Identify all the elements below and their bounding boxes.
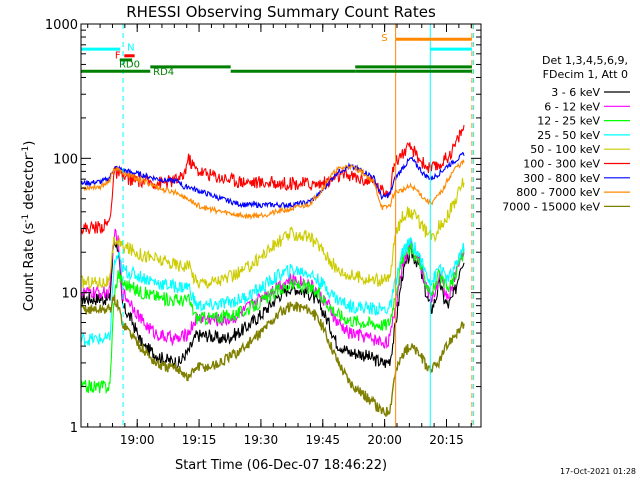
x-tick-label: 19:00 bbox=[120, 433, 155, 447]
series-line-50-100-kev bbox=[80, 177, 465, 290]
y-tick-label: 100 bbox=[53, 152, 78, 167]
legend-label: 100 - 300 keV bbox=[523, 158, 600, 171]
generation-timestamp: 17-Oct-2021 01:28 bbox=[560, 467, 636, 476]
y-axis-label-main: Count Rate (s bbox=[22, 223, 37, 312]
y-tick-label: 10 bbox=[61, 287, 78, 302]
y-axis-label-mid: detector bbox=[22, 154, 37, 214]
series-line-7000-15000-kev bbox=[80, 294, 465, 417]
flag-label-n: N bbox=[127, 42, 134, 53]
legend-header-line: FDecim 1, Att 0 bbox=[543, 68, 628, 81]
axis-ticks bbox=[81, 23, 481, 428]
x-tick-label: 20:00 bbox=[367, 433, 402, 447]
legend-label: 800 - 7000 keV bbox=[516, 186, 600, 199]
series-line-3-6-kev bbox=[80, 241, 465, 370]
x-tick-label: 20:15 bbox=[429, 433, 464, 447]
legend-label: 25 - 50 keV bbox=[537, 129, 600, 142]
x-tick-label: 19:30 bbox=[244, 433, 279, 447]
x-tick-label: 19:15 bbox=[182, 433, 217, 447]
plot-frame bbox=[80, 23, 482, 428]
legend-label: 3 - 6 keV bbox=[551, 86, 600, 99]
series-line-12-25-kev bbox=[80, 242, 465, 395]
y-tick-label: 1000 bbox=[45, 18, 78, 33]
legend-label: 12 - 25 keV bbox=[537, 115, 600, 128]
legend-label: 7000 - 15000 keV bbox=[502, 200, 600, 213]
legend-label: 50 - 100 keV bbox=[530, 143, 600, 156]
legend-label: 6 - 12 keV bbox=[544, 100, 600, 113]
y-tick-label: 1 bbox=[70, 421, 78, 436]
series-line-300-800-kev bbox=[80, 151, 465, 210]
axis-tick-labels: 19:00 19:15 19:30 19:45 20:00 20:15 1 10 100 1000 bbox=[45, 18, 464, 447]
series-line-25-50-kev bbox=[80, 236, 465, 347]
series-line-100-300-kev bbox=[80, 124, 465, 236]
y-axis-label-sup1: -1 bbox=[21, 214, 31, 223]
y-axis-label-end: ) bbox=[22, 141, 37, 146]
flag-label-f: F bbox=[115, 50, 121, 61]
chart-title: RHESSI Observing Summary Count Rates bbox=[126, 3, 436, 21]
x-axis-label: Start Time (06-Dec-07 18:46:22) bbox=[175, 458, 387, 473]
y-axis-label-sup2: -1 bbox=[21, 146, 31, 155]
legend-label: 300 - 800 keV bbox=[523, 172, 600, 185]
legend-header-line: Det 1,3,4,5,6,9, bbox=[542, 54, 628, 67]
legend: Det 1,3,4,5,6,9,FDecim 1, Att 0 3 - 6 keV… bbox=[502, 54, 630, 213]
x-tick-label: 19:45 bbox=[305, 433, 340, 447]
y-axis-label: Count Rate (s-1 detector-1) bbox=[21, 141, 37, 312]
flag-label-rd4: RD4 bbox=[153, 67, 174, 78]
series-line-6-12-kev bbox=[80, 228, 465, 350]
flag-label-rd0: RD0 bbox=[119, 59, 140, 70]
flag-label-s: S bbox=[381, 33, 387, 44]
series-line-800-7000-kev bbox=[80, 159, 465, 221]
